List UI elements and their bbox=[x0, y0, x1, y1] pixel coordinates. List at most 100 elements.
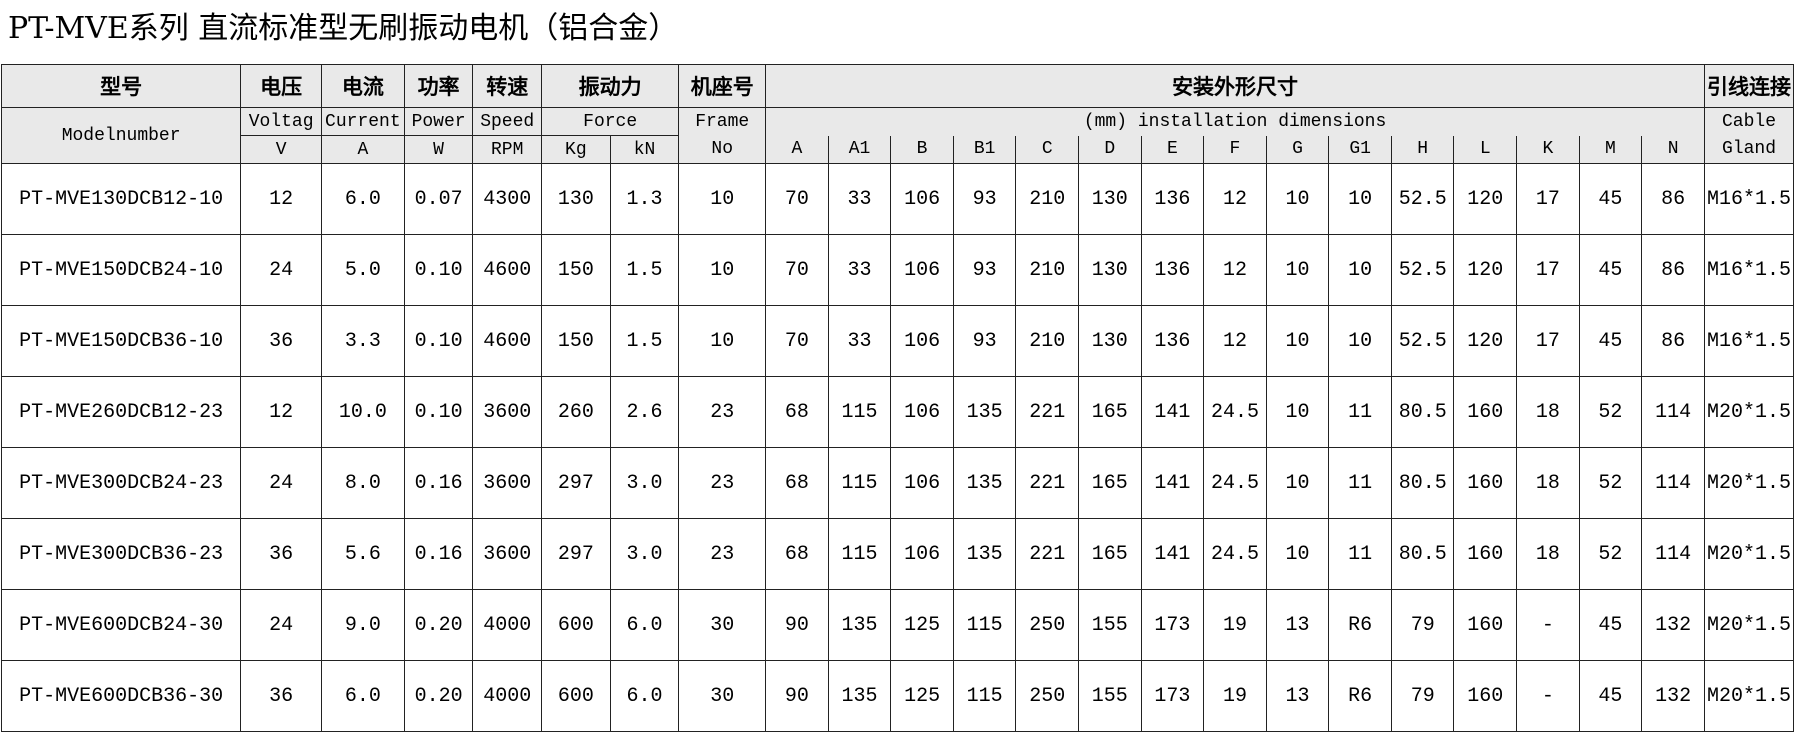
table-cell: - bbox=[1516, 660, 1580, 732]
table-cell: 6.0 bbox=[320, 660, 405, 732]
table-cell: 150 bbox=[541, 305, 611, 377]
table-cell: 160 bbox=[1453, 660, 1518, 732]
table-cell: 165 bbox=[1078, 376, 1142, 448]
header-cell: Voltag bbox=[240, 107, 322, 136]
table-cell: PT-MVE600DCB36-30 bbox=[0, 660, 242, 732]
table-cell: 10 bbox=[1265, 518, 1330, 590]
table-cell: 52 bbox=[1578, 376, 1643, 448]
header-cell: A1 bbox=[827, 135, 892, 164]
table-cell: 24.5 bbox=[1203, 376, 1267, 448]
table-cell: 24.5 bbox=[1203, 447, 1267, 519]
table-cell: 30 bbox=[678, 660, 767, 732]
header-cell: Kg bbox=[541, 135, 611, 164]
table-cell: 221 bbox=[1015, 447, 1080, 519]
table-cell: 36 bbox=[240, 305, 322, 377]
table-cell: 11 bbox=[1328, 447, 1392, 519]
table-cell: 210 bbox=[1015, 305, 1080, 377]
table-cell: 93 bbox=[952, 163, 1017, 235]
table-cell: 80.5 bbox=[1390, 376, 1455, 448]
header-cell: Frame bbox=[678, 107, 767, 136]
table-cell: 3600 bbox=[472, 376, 543, 448]
table-cell: 12 bbox=[1203, 163, 1267, 235]
table-cell: 18 bbox=[1516, 447, 1580, 519]
table-cell: 0.20 bbox=[403, 660, 474, 732]
table-cell: 19 bbox=[1203, 660, 1267, 732]
header-cell: 引线连接 bbox=[1704, 64, 1794, 108]
table-cell: 114 bbox=[1641, 447, 1705, 519]
table-cell: 13 bbox=[1265, 660, 1330, 732]
table-cell: 52 bbox=[1578, 518, 1643, 590]
table-cell: M16*1.5 bbox=[1704, 305, 1794, 377]
table-cell: 115 bbox=[827, 376, 892, 448]
header-cell: V bbox=[240, 135, 322, 164]
table-cell: 136 bbox=[1140, 163, 1205, 235]
table-cell: 33 bbox=[827, 234, 892, 306]
table-cell: 114 bbox=[1641, 518, 1705, 590]
table-row: PT-MVE150DCB36-10 36 3.3 0.10 4600 150 1.5 10 70… bbox=[0, 305, 1794, 377]
table-cell: 13 bbox=[1265, 589, 1330, 661]
table-cell: 221 bbox=[1015, 518, 1080, 590]
table-cell: 600 bbox=[541, 589, 611, 661]
table-cell: 23 bbox=[678, 447, 767, 519]
header-cell: 安装外形尺寸 bbox=[765, 64, 1705, 108]
table-cell: M20*1.5 bbox=[1704, 589, 1794, 661]
table-cell: 10 bbox=[678, 305, 767, 377]
header-cell: 功率 bbox=[403, 64, 474, 108]
table-cell: 93 bbox=[952, 305, 1017, 377]
header-cell: 振动力 bbox=[541, 64, 680, 108]
table-cell: 45 bbox=[1578, 163, 1643, 235]
table-cell: 68 bbox=[765, 447, 829, 519]
header-cell: Gland bbox=[1704, 135, 1794, 164]
table-cell: 165 bbox=[1078, 447, 1142, 519]
table-cell: 132 bbox=[1641, 589, 1705, 661]
header-cell: Force bbox=[541, 107, 680, 136]
header-cell: 机座号 bbox=[678, 64, 767, 108]
table-cell: 12 bbox=[240, 376, 322, 448]
table-cell: 23 bbox=[678, 518, 767, 590]
header-cell: F bbox=[1203, 135, 1267, 164]
table-cell: 17 bbox=[1516, 163, 1580, 235]
table-cell: 52.5 bbox=[1390, 305, 1455, 377]
table-cell: 45 bbox=[1578, 589, 1643, 661]
table-cell: 3.3 bbox=[320, 305, 405, 377]
table-cell: 173 bbox=[1140, 589, 1205, 661]
table-cell: 70 bbox=[765, 234, 829, 306]
table-cell: 17 bbox=[1516, 234, 1580, 306]
table-cell: 5.0 bbox=[320, 234, 405, 306]
table-cell: 33 bbox=[827, 163, 892, 235]
table-cell: 115 bbox=[827, 518, 892, 590]
table-row: PT-MVE300DCB36-23 36 5.6 0.16 3600 297 3.0 23 68… bbox=[0, 518, 1794, 590]
table-cell: 0.16 bbox=[403, 447, 474, 519]
header-cell: Speed bbox=[472, 107, 543, 136]
table-cell: 0.07 bbox=[403, 163, 474, 235]
table-cell: 10 bbox=[1265, 447, 1330, 519]
table-cell: 10 bbox=[678, 234, 767, 306]
table-cell: 10.0 bbox=[320, 376, 405, 448]
table-cell: 12 bbox=[1203, 234, 1267, 306]
table-cell: 106 bbox=[890, 234, 954, 306]
header-cell: A bbox=[765, 135, 829, 164]
table-cell: 250 bbox=[1015, 660, 1080, 732]
table-cell: 45 bbox=[1578, 660, 1643, 732]
table-cell: 6.0 bbox=[609, 589, 680, 661]
header-cell: kN bbox=[609, 135, 680, 164]
table-cell: M20*1.5 bbox=[1704, 660, 1794, 732]
table-cell: 210 bbox=[1015, 163, 1080, 235]
table-cell: M16*1.5 bbox=[1704, 234, 1794, 306]
table-cell: 3600 bbox=[472, 518, 543, 590]
table-cell: 90 bbox=[765, 660, 829, 732]
table-row: PT-MVE600DCB36-30 36 6.0 0.20 4000 600 6.0 30 90… bbox=[0, 660, 1794, 732]
table-cell: 36 bbox=[240, 518, 322, 590]
table-row: PT-MVE130DCB12-10 12 6.0 0.07 4300 130 1.3 10 70… bbox=[0, 163, 1794, 235]
table-cell: 6.0 bbox=[609, 660, 680, 732]
table-cell: PT-MVE150DCB36-10 bbox=[0, 305, 242, 377]
header-cell: Power bbox=[403, 107, 474, 136]
table-body: PT-MVE130DCB12-10 12 6.0 0.07 4300 130 1.3 10 70… bbox=[0, 163, 1794, 732]
table-header: 型号 电压 电流 功率 转速 振动力 机座号 安装外形尺寸 引线连接 Model… bbox=[0, 64, 1794, 164]
table-cell: 80.5 bbox=[1390, 447, 1455, 519]
table-cell: 141 bbox=[1140, 518, 1205, 590]
table-cell: 1.3 bbox=[609, 163, 680, 235]
table-row: PT-MVE150DCB24-10 24 5.0 0.10 4600 150 1.5 10 70… bbox=[0, 234, 1794, 306]
table-cell: 0.16 bbox=[403, 518, 474, 590]
